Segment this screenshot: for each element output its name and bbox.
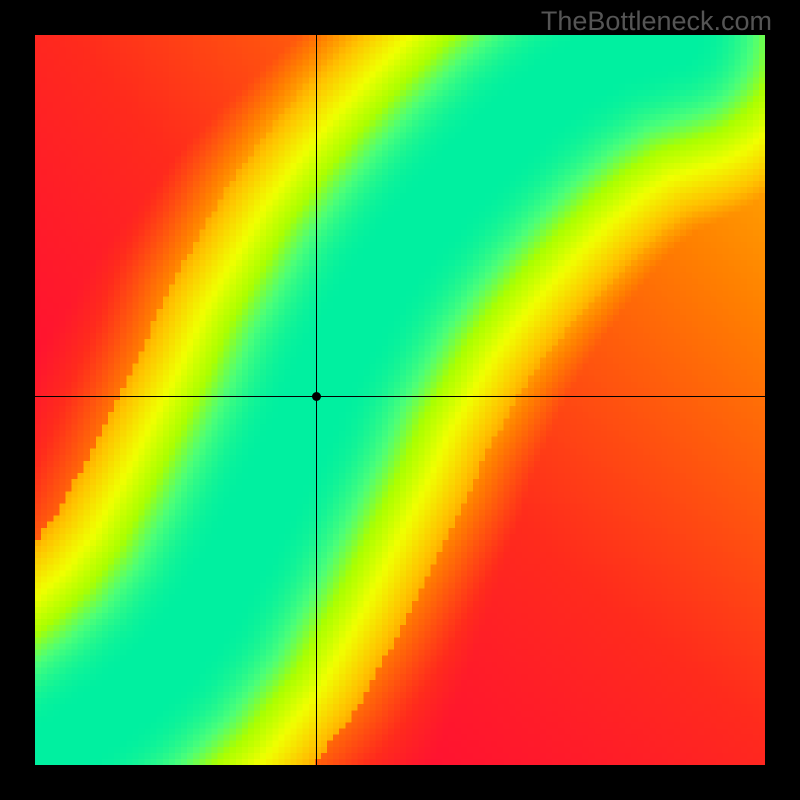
crosshair-dot (312, 392, 321, 401)
bottleneck-heatmap (35, 35, 765, 765)
watermark-text: TheBottleneck.com (541, 6, 772, 37)
crosshair-horizontal (35, 396, 765, 397)
